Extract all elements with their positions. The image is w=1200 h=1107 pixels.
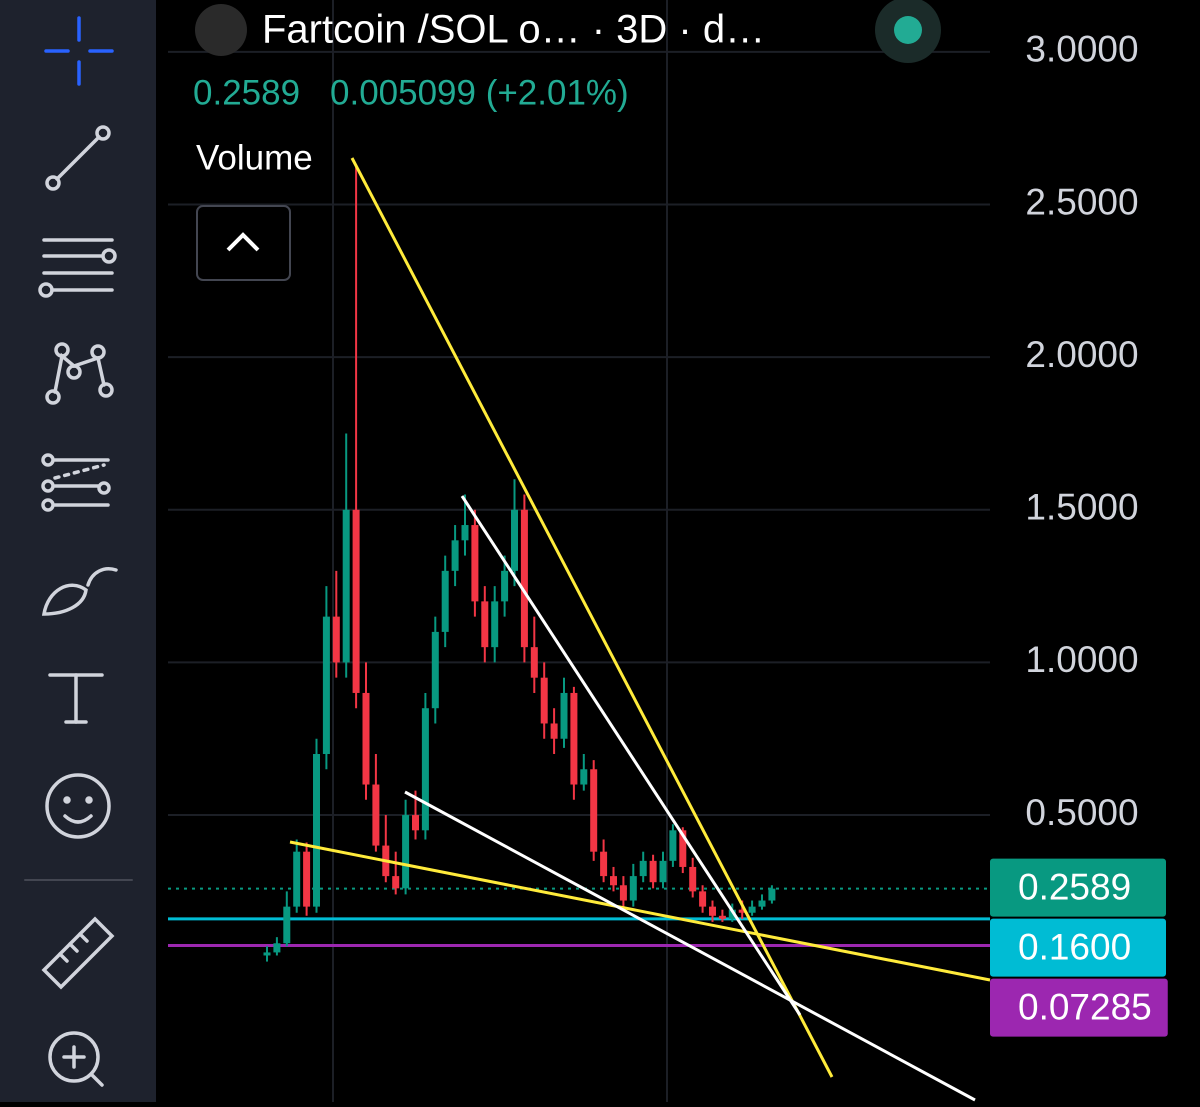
candle-body xyxy=(342,509,350,663)
candle-body xyxy=(639,860,647,877)
candle-body xyxy=(748,906,756,913)
brush-tool[interactable] xyxy=(41,567,118,616)
candle-body xyxy=(263,952,271,956)
candle-body xyxy=(402,815,410,889)
toolbar-icons xyxy=(24,16,133,1087)
candle-body xyxy=(461,525,469,541)
candle-body xyxy=(540,677,548,724)
candle-body xyxy=(570,692,578,785)
candle-body xyxy=(501,570,509,602)
candle-body xyxy=(441,570,449,632)
price-change: 0.005099 (+2.01%) xyxy=(330,73,629,112)
candle-body xyxy=(669,830,677,861)
drawings xyxy=(289,157,991,1102)
y-tick-label: 1.0000 xyxy=(1025,639,1138,680)
candle-body xyxy=(421,708,429,831)
trend-line[interactable] xyxy=(289,840,991,982)
price-label-box xyxy=(990,858,1166,917)
y-tick-label: 1.5000 xyxy=(1025,487,1138,528)
candle-body xyxy=(491,601,499,648)
price-axis: 3.0000 2.5000 2.0000 1.5000 1.0000 0.5000 0.25… xyxy=(990,29,1168,1037)
trend-line[interactable] xyxy=(460,495,802,1016)
last-price: 0.2589 xyxy=(193,73,300,112)
prediction-tool[interactable] xyxy=(41,453,111,512)
candle-body xyxy=(352,509,360,693)
candle-body xyxy=(649,860,657,883)
trend-line[interactable] xyxy=(350,157,834,1078)
candle-body xyxy=(659,860,667,883)
candle-body xyxy=(758,900,766,907)
candle-body xyxy=(283,906,291,944)
candle-body xyxy=(293,851,301,907)
candle-body xyxy=(550,723,558,739)
ruler-tool[interactable] xyxy=(41,916,115,990)
price-label-box xyxy=(990,918,1166,977)
candle-body xyxy=(362,692,370,785)
y-tick-label: 2.0000 xyxy=(1025,334,1138,375)
pattern-tool[interactable] xyxy=(45,342,114,405)
candle-body xyxy=(709,906,716,916)
grid xyxy=(168,50,990,817)
trendline-tool[interactable] xyxy=(45,125,111,191)
candle-body xyxy=(580,769,588,785)
candle-body xyxy=(332,616,340,663)
y-tick-label: 2.5000 xyxy=(1025,181,1138,222)
emoji-tool[interactable] xyxy=(45,773,111,839)
candle-body xyxy=(718,915,726,919)
zoom-tool[interactable] xyxy=(48,1031,104,1087)
candle-body xyxy=(679,830,687,867)
candle-body xyxy=(273,943,281,953)
price-label-box xyxy=(990,978,1168,1037)
candle-body xyxy=(530,647,538,678)
candle-body xyxy=(392,876,400,889)
y-tick-label: 0.5000 xyxy=(1025,792,1138,833)
candle-body xyxy=(738,909,746,913)
candle-body xyxy=(590,769,598,852)
candle-body xyxy=(303,851,311,907)
candle-body xyxy=(728,909,736,919)
symbol-logo xyxy=(195,4,247,56)
candles xyxy=(263,164,776,962)
candle-body xyxy=(689,866,697,892)
candle-body xyxy=(322,616,330,754)
candle-body xyxy=(768,888,776,901)
candle-body xyxy=(600,851,608,877)
candle-body xyxy=(629,876,637,901)
indicator-label[interactable]: Volume xyxy=(196,138,313,177)
candle-body xyxy=(560,692,568,739)
toolbar xyxy=(0,0,156,1102)
status-dot xyxy=(894,16,922,44)
candle-body xyxy=(511,509,518,571)
price-label: 0.2589 xyxy=(1018,866,1131,907)
candle-body xyxy=(451,540,459,571)
crosshair-tool[interactable] xyxy=(44,16,114,86)
fib-tool[interactable] xyxy=(38,238,117,298)
candle-body xyxy=(610,876,617,886)
price-label: 0.07285 xyxy=(1018,986,1152,1027)
y-tick-label: 3.0000 xyxy=(1025,29,1138,70)
candle-body xyxy=(699,891,707,907)
symbol-title[interactable]: Fartcoin /SOL o… · 3D · d… xyxy=(262,8,765,52)
candle-body xyxy=(313,754,320,907)
candle-body xyxy=(372,784,380,846)
trend-line[interactable] xyxy=(404,790,976,1102)
candle-body xyxy=(471,525,479,602)
candle-body xyxy=(619,885,627,901)
candle-body xyxy=(431,631,439,709)
collapse-button[interactable] xyxy=(196,205,291,281)
candle-body xyxy=(520,509,528,648)
candle-body xyxy=(412,815,419,831)
text-tool[interactable] xyxy=(48,673,104,724)
chevron-up xyxy=(226,232,260,252)
price-label: 0.1600 xyxy=(1018,926,1131,967)
candle-body xyxy=(481,601,489,648)
